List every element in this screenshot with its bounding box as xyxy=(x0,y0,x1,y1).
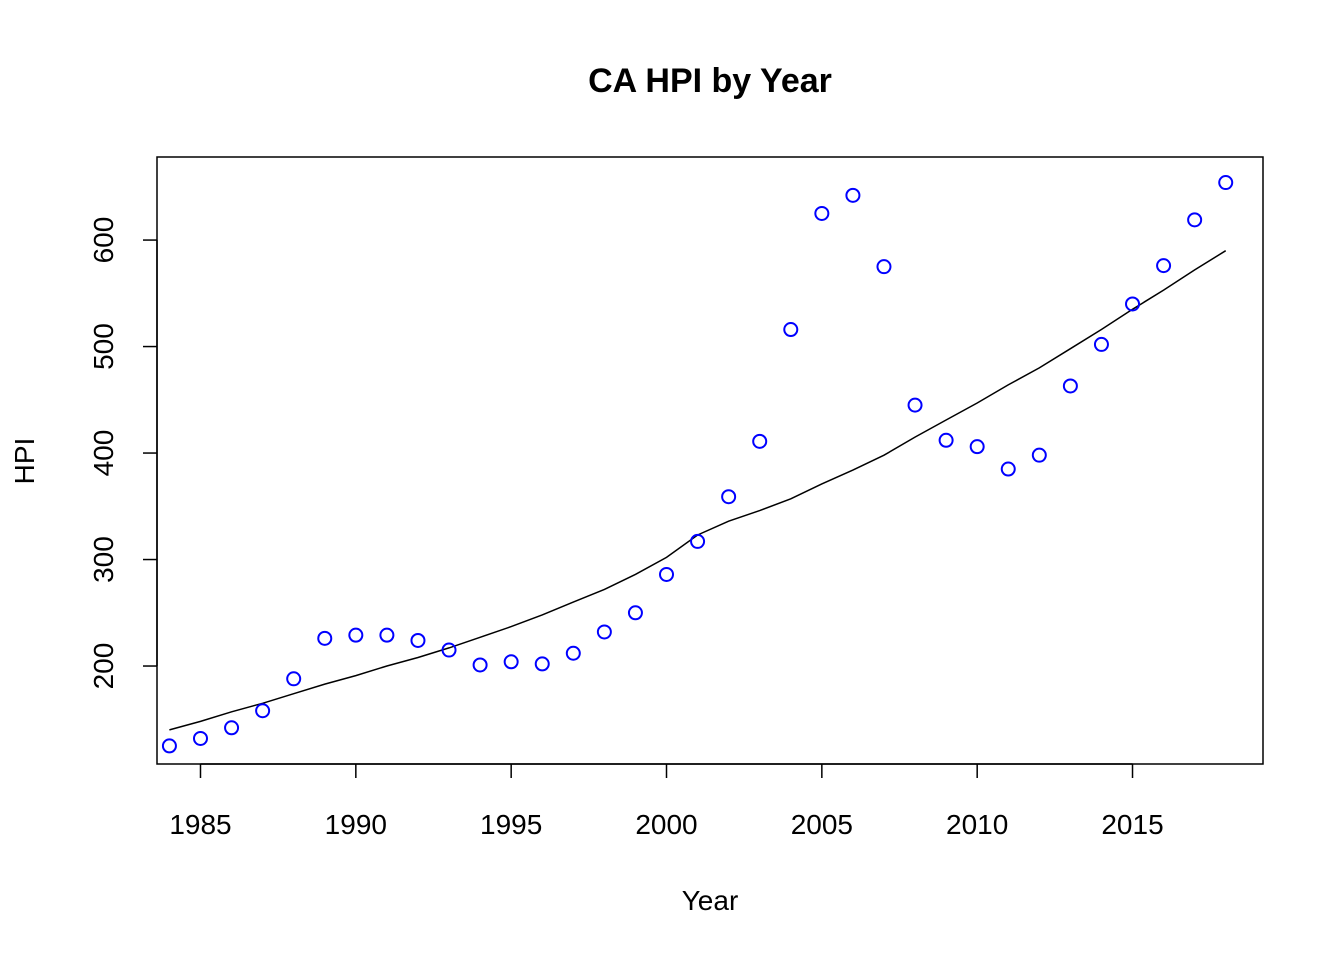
data-point xyxy=(1125,296,1141,312)
data-point xyxy=(1031,447,1047,463)
trend-line xyxy=(169,250,1227,731)
data-point xyxy=(969,439,985,455)
data-point xyxy=(286,671,302,687)
data-point xyxy=(627,605,643,621)
data-point xyxy=(379,627,395,643)
y-tick-label: 300 xyxy=(88,536,119,583)
y-tick-label: 400 xyxy=(88,430,119,477)
x-tick-label: 2000 xyxy=(635,809,697,840)
x-axis-label: Year xyxy=(682,885,739,916)
x-tick-label: 2005 xyxy=(791,809,853,840)
data-point xyxy=(161,738,177,754)
data-point xyxy=(317,630,333,646)
data-point xyxy=(1093,336,1109,352)
data-point xyxy=(503,654,519,670)
data-point xyxy=(596,624,612,640)
data-point xyxy=(876,259,892,275)
data-point xyxy=(690,533,706,549)
data-point xyxy=(565,645,581,661)
data-point xyxy=(410,632,426,648)
data-point xyxy=(845,187,861,203)
data-point xyxy=(255,703,271,719)
data-point xyxy=(1187,212,1203,228)
data-point xyxy=(938,432,954,448)
y-tick-label: 200 xyxy=(88,643,119,690)
data-point xyxy=(1156,258,1172,274)
data-point xyxy=(659,566,675,582)
x-axis: 1985 1990 1995 2000 2005 2010 2015 xyxy=(169,763,1164,840)
x-tick-label: 2015 xyxy=(1101,809,1163,840)
data-point xyxy=(814,205,830,221)
data-point xyxy=(348,627,364,643)
data-point xyxy=(441,642,457,658)
data-points xyxy=(161,175,1234,754)
y-axis: 200 300 400 500 600 xyxy=(88,217,158,690)
data-point xyxy=(752,433,768,449)
x-tick-label: 1990 xyxy=(325,809,387,840)
data-point xyxy=(721,489,737,505)
data-point xyxy=(1000,461,1016,477)
data-point xyxy=(1062,378,1078,394)
data-point xyxy=(192,730,208,746)
chart-title: CA HPI by Year xyxy=(588,62,832,100)
y-axis-label: HPI xyxy=(9,438,40,485)
x-tick-label: 1985 xyxy=(169,809,231,840)
y-tick-label: 500 xyxy=(88,323,119,370)
x-tick-label: 2010 xyxy=(946,809,1008,840)
data-point xyxy=(1218,175,1234,191)
data-point xyxy=(224,720,240,736)
plot-frame xyxy=(156,156,1264,765)
y-tick-label: 600 xyxy=(88,217,119,264)
data-point xyxy=(783,322,799,338)
x-tick-label: 1995 xyxy=(480,809,542,840)
data-point xyxy=(472,657,488,673)
data-point xyxy=(534,656,550,672)
data-point xyxy=(907,397,923,413)
